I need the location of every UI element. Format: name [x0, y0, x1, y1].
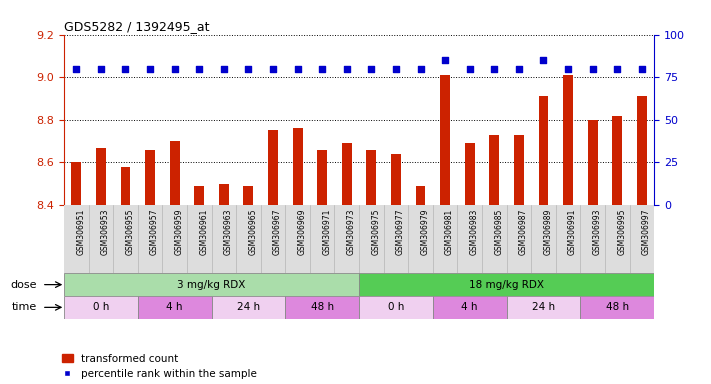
Text: 48 h: 48 h — [311, 302, 333, 312]
Bar — [538, 96, 548, 205]
Text: 0 h: 0 h — [387, 302, 404, 312]
Bar — [359, 273, 654, 296]
Point — [611, 66, 623, 72]
Text: 4 h: 4 h — [166, 302, 183, 312]
Bar — [588, 120, 597, 205]
Bar — [440, 75, 450, 205]
Bar — [433, 296, 506, 319]
Bar — [317, 150, 327, 205]
Text: GSM306981: GSM306981 — [445, 209, 454, 255]
Bar — [580, 296, 654, 319]
Text: dose: dose — [11, 280, 37, 290]
Point — [587, 66, 599, 72]
Bar — [391, 154, 401, 205]
Text: GSM306953: GSM306953 — [101, 209, 110, 255]
Bar — [465, 143, 475, 205]
Point — [562, 66, 574, 72]
Bar — [563, 75, 573, 205]
Bar — [293, 128, 302, 205]
Point — [218, 66, 230, 72]
Point — [267, 66, 279, 72]
Bar — [514, 135, 524, 205]
Text: GSM306991: GSM306991 — [568, 209, 577, 255]
Point — [488, 66, 500, 72]
Bar — [506, 296, 580, 319]
Bar — [64, 296, 138, 319]
Text: GSM306957: GSM306957 — [150, 209, 159, 255]
Text: GSM306995: GSM306995 — [617, 209, 626, 255]
Bar — [285, 296, 359, 319]
Text: time: time — [11, 302, 37, 312]
Bar — [145, 150, 155, 205]
Bar — [416, 186, 425, 205]
Bar — [170, 141, 180, 205]
Point — [144, 66, 156, 72]
Text: GSM306989: GSM306989 — [543, 209, 552, 255]
Text: GSM306993: GSM306993 — [593, 209, 602, 255]
Point — [95, 66, 107, 72]
Text: 0 h: 0 h — [92, 302, 109, 312]
Text: GDS5282 / 1392495_at: GDS5282 / 1392495_at — [64, 20, 210, 33]
Text: GSM306965: GSM306965 — [248, 209, 257, 255]
Bar — [366, 150, 376, 205]
Point — [365, 66, 377, 72]
Bar — [212, 296, 285, 319]
Point — [390, 66, 402, 72]
Text: GSM306979: GSM306979 — [420, 209, 429, 255]
Point — [464, 66, 476, 72]
Text: 24 h: 24 h — [532, 302, 555, 312]
Bar — [96, 147, 106, 205]
Point — [439, 57, 451, 63]
Point — [193, 66, 205, 72]
Legend: transformed count, percentile rank within the sample: transformed count, percentile rank withi… — [62, 354, 257, 379]
Bar — [359, 296, 433, 319]
Point — [70, 66, 82, 72]
Point — [538, 57, 549, 63]
Text: GSM306975: GSM306975 — [371, 209, 380, 255]
Bar — [268, 131, 278, 205]
Bar — [194, 186, 204, 205]
Text: 24 h: 24 h — [237, 302, 260, 312]
Text: GSM306959: GSM306959 — [175, 209, 183, 255]
Bar — [612, 116, 622, 205]
Text: GSM306997: GSM306997 — [642, 209, 651, 255]
Point — [169, 66, 181, 72]
Point — [341, 66, 353, 72]
Bar — [243, 186, 253, 205]
Point — [415, 66, 426, 72]
Bar — [71, 162, 81, 205]
Text: GSM306969: GSM306969 — [298, 209, 306, 255]
Text: GSM306955: GSM306955 — [125, 209, 134, 255]
Text: GSM306971: GSM306971 — [322, 209, 331, 255]
Point — [513, 66, 525, 72]
Bar — [342, 143, 352, 205]
Point — [242, 66, 254, 72]
Text: GSM306961: GSM306961 — [199, 209, 208, 255]
Bar — [64, 273, 359, 296]
Point — [119, 66, 131, 72]
Text: GSM306983: GSM306983 — [470, 209, 479, 255]
Text: 48 h: 48 h — [606, 302, 629, 312]
Bar — [219, 184, 229, 205]
Text: 3 mg/kg RDX: 3 mg/kg RDX — [177, 280, 246, 290]
Text: 18 mg/kg RDX: 18 mg/kg RDX — [469, 280, 544, 290]
Text: GSM306973: GSM306973 — [347, 209, 356, 255]
Point — [636, 66, 648, 72]
Bar — [121, 167, 130, 205]
Bar — [637, 96, 647, 205]
Point — [292, 66, 304, 72]
Text: GSM306967: GSM306967 — [273, 209, 282, 255]
Text: GSM306987: GSM306987 — [519, 209, 528, 255]
Text: GSM306963: GSM306963 — [224, 209, 232, 255]
Bar — [489, 135, 499, 205]
Point — [316, 66, 328, 72]
Text: GSM306951: GSM306951 — [76, 209, 85, 255]
Bar — [138, 296, 211, 319]
Text: 4 h: 4 h — [461, 302, 478, 312]
Text: GSM306985: GSM306985 — [494, 209, 503, 255]
Text: GSM306977: GSM306977 — [396, 209, 405, 255]
